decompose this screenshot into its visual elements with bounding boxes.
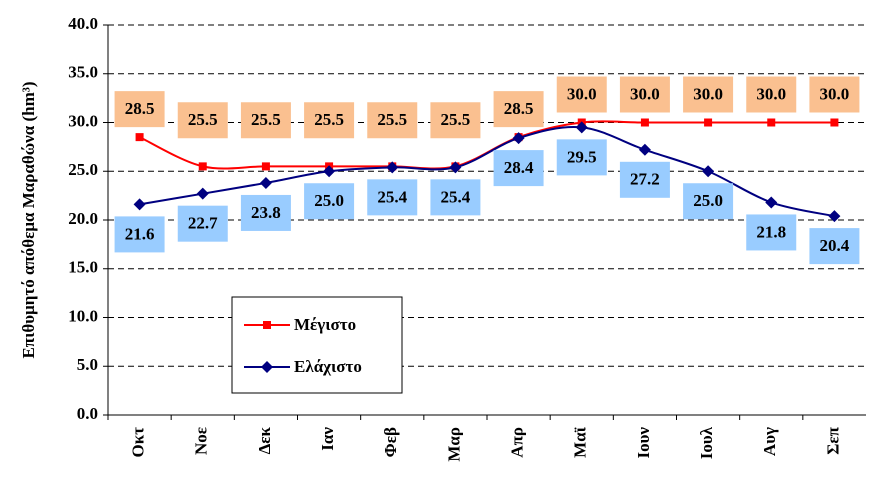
- label-box: [556, 139, 607, 176]
- y-tick-label: 15.0: [68, 258, 98, 277]
- data-label: 25.5: [251, 110, 281, 129]
- marker: [323, 165, 336, 178]
- label-box: [683, 183, 734, 220]
- marker: [135, 133, 144, 142]
- data-label: 23.8: [251, 203, 281, 222]
- marker: [575, 121, 588, 134]
- y-tick-label: 35.0: [68, 63, 98, 82]
- marker: [767, 118, 776, 127]
- label-box: [367, 102, 418, 139]
- label-box: [177, 205, 228, 242]
- data-label: 30.0: [693, 84, 723, 103]
- x-tick-label: Σεπ: [823, 426, 842, 454]
- data-label: 28.4: [504, 158, 534, 177]
- data-label: 25.4: [377, 187, 407, 206]
- label-box: [430, 179, 481, 216]
- x-tick-label: Δεκ: [255, 426, 274, 454]
- marker: [512, 132, 525, 145]
- y-tick-label: 25.0: [68, 160, 98, 179]
- x-tick-label: Απρ: [507, 427, 526, 458]
- marker: [828, 210, 841, 223]
- label-box: [240, 102, 291, 139]
- label-box: [619, 76, 670, 113]
- data-label: 25.5: [314, 110, 344, 129]
- data-label: 20.4: [820, 236, 850, 255]
- label-box: [556, 76, 607, 113]
- x-tick-label: Αυγ: [760, 427, 779, 456]
- y-tick-label: 20.0: [68, 209, 98, 228]
- marker: [702, 165, 715, 178]
- legend-box: [231, 296, 403, 394]
- label-box: [177, 102, 228, 139]
- marker: [259, 176, 272, 189]
- data-label: 28.5: [504, 99, 534, 118]
- data-label: 28.5: [125, 99, 155, 118]
- label-box: [114, 216, 165, 253]
- label-box: [746, 76, 797, 113]
- legend-marker: [261, 361, 273, 373]
- data-label: 25.5: [377, 110, 407, 129]
- label-box: [809, 228, 860, 265]
- data-label: 30.0: [630, 84, 660, 103]
- label-box: [619, 161, 670, 198]
- marker: [133, 198, 146, 211]
- y-tick-label: 40.0: [68, 14, 98, 33]
- x-tick-label: Μαρ: [444, 427, 463, 462]
- label-box: [493, 91, 544, 128]
- label-box: [746, 214, 797, 251]
- data-label: 30.0: [820, 84, 850, 103]
- label-box: [367, 179, 418, 216]
- marker: [830, 118, 839, 127]
- data-label: 25.5: [441, 110, 471, 129]
- y-tick-label: 10.0: [68, 306, 98, 325]
- data-label: 25.0: [314, 191, 344, 210]
- marker: [386, 161, 399, 174]
- data-label: 25.0: [693, 191, 723, 210]
- x-tick-label: Φεβ: [381, 427, 400, 457]
- data-label: 21.6: [125, 224, 155, 243]
- data-label: 30.0: [756, 84, 786, 103]
- marker: [196, 187, 209, 200]
- legend-label: Ελάχιστο: [294, 357, 362, 376]
- label-box: [304, 102, 355, 139]
- label-box: [683, 76, 734, 113]
- y-tick-label: 0.0: [77, 404, 98, 423]
- x-tick-label: Ιαν: [318, 427, 337, 451]
- x-tick-label: Μαϊ: [571, 426, 590, 458]
- y-tick-label: 5.0: [77, 355, 98, 374]
- marker: [640, 118, 649, 127]
- data-label: 21.8: [756, 222, 786, 241]
- y-tick-label: 30.0: [68, 111, 98, 130]
- data-label: 25.4: [441, 187, 471, 206]
- x-tick-label: Νοε: [192, 427, 211, 455]
- label-box: [114, 91, 165, 128]
- legend-marker: [263, 321, 271, 329]
- data-label: 29.5: [567, 147, 597, 166]
- legend-label: Μέγιστο: [294, 315, 356, 334]
- marker: [449, 161, 462, 174]
- x-tick-label: Ιουν: [634, 427, 653, 459]
- label-box: [430, 102, 481, 139]
- data-label: 30.0: [567, 84, 597, 103]
- series-line: [139, 126, 835, 218]
- marker: [704, 118, 713, 127]
- marker: [198, 162, 207, 171]
- marker: [638, 143, 651, 156]
- label-box: [240, 194, 291, 231]
- label-box: [809, 76, 860, 113]
- data-label: 25.5: [188, 110, 218, 129]
- x-tick-label: Οκτ: [128, 427, 147, 458]
- marker: [261, 162, 270, 171]
- data-label: 27.2: [630, 170, 660, 189]
- data-label: 22.7: [188, 214, 218, 233]
- y-axis-label: Επιθυμητό απόθεμα Μαραθώνα (hm³): [19, 81, 38, 358]
- marker: [765, 196, 778, 209]
- label-box: [493, 150, 544, 187]
- x-tick-label: Ιουλ: [697, 426, 716, 459]
- label-box: [304, 183, 355, 220]
